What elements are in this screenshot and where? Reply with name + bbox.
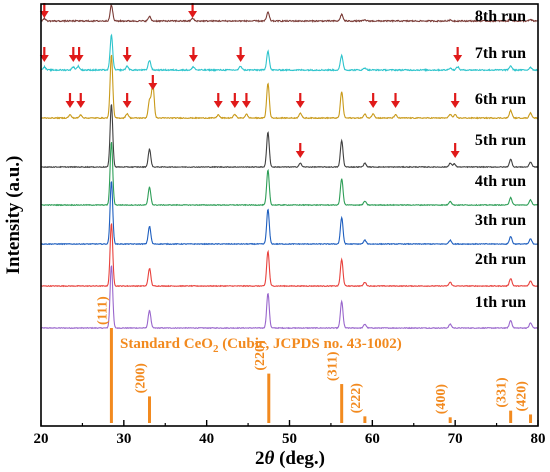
impurity-arrow	[188, 47, 198, 62]
impurity-arrow-head	[39, 55, 49, 62]
series-line-8th-run	[40, 4, 539, 24]
series-line-5th-run	[40, 104, 539, 169]
impurity-arrow-head	[450, 101, 460, 108]
impurity-arrow-head	[453, 55, 463, 62]
axis-layer: 20 30 40 50 60 70 80	[34, 420, 546, 447]
impurity-arrow-head	[122, 55, 132, 62]
impurity-arrow-head	[188, 55, 198, 62]
reference-title: Standard CeO2 (Cubic, JCPDS no. 43-1002)	[120, 336, 402, 355]
reference-title-tail: (Cubic, JCPDS no. 43-1002)	[218, 336, 401, 352]
impurity-arrow	[368, 93, 378, 108]
series-3th-run: 3th run	[40, 181, 539, 246]
series-4th-run: 4th run	[40, 142, 539, 207]
x-axis-title-unit: (deg.)	[274, 448, 325, 469]
series-label-3th-run: 3th run	[475, 212, 526, 229]
impurity-arrow-head	[188, 11, 198, 18]
series-label-2th-run: 2th run	[475, 251, 526, 268]
impurity-arrow	[391, 93, 401, 108]
impurity-arrow-head	[39, 11, 49, 18]
impurity-arrow-head	[295, 101, 305, 108]
reference-hkl-200: (200)	[134, 363, 149, 394]
impurity-arrow-head	[368, 101, 378, 108]
impurity-arrow	[188, 3, 198, 18]
impurity-arrow-head	[241, 101, 251, 108]
reference-hkl-222: (222)	[349, 383, 364, 414]
series-layer: 1th run 2th run 3th run 4th run 5th run 6th r…	[40, 4, 539, 330]
series-label-7th-run: 7th run	[475, 45, 526, 62]
impurity-arrow-head	[65, 101, 75, 108]
x-tick-label-80: 80	[531, 431, 546, 447]
series-label-8th-run: 8th run	[475, 8, 526, 25]
reference-hkl-400: (400)	[434, 384, 449, 415]
series-label-4th-run: 4th run	[475, 173, 526, 190]
x-axis-title-theta: θ	[264, 448, 274, 469]
impurity-arrow-head	[230, 101, 240, 108]
series-7th-run: 7th run	[40, 33, 539, 72]
x-axis-title: 2θ (deg.)	[255, 448, 325, 469]
series-6th-run: 6th run	[40, 54, 539, 120]
series-label-5th-run: 5th run	[475, 132, 526, 149]
reference-layer: (111) (200) (220) (311) (222) (400) (331) (420)	[95, 296, 533, 423]
impurity-arrow	[236, 47, 246, 62]
impurity-arrow-head	[122, 101, 132, 108]
impurity-arrow	[122, 93, 132, 108]
reference-hkl-311: (311)	[326, 351, 341, 381]
series-2th-run: 2th run	[40, 223, 539, 288]
impurity-arrow	[76, 93, 86, 108]
impurity-arrow-head	[295, 151, 305, 158]
reference-hkl-331: (331)	[495, 377, 510, 408]
impurity-arrow-head	[391, 101, 401, 108]
series-line-7th-run	[40, 33, 539, 72]
impurity-arrow-head	[148, 83, 158, 90]
impurity-arrow	[453, 47, 463, 62]
impurity-arrow	[450, 93, 460, 108]
plot-frame	[40, 3, 539, 427]
x-axis-title-prefix: 2	[255, 448, 265, 469]
series-line-4th-run	[40, 142, 539, 207]
impurity-arrow-head	[68, 55, 78, 62]
impurity-arrow-head	[450, 151, 460, 158]
impurity-arrow	[213, 93, 223, 108]
impurity-arrow	[148, 75, 158, 90]
series-line-1th-run	[40, 265, 539, 330]
series-line-6th-run	[40, 54, 539, 120]
impurity-arrow	[230, 93, 240, 108]
series-line-3th-run	[40, 181, 539, 246]
reference-hkl-220: (220)	[253, 340, 268, 371]
series-1th-run: 1th run	[40, 265, 539, 330]
impurity-arrow-head	[74, 55, 84, 62]
x-tick-label-60: 60	[365, 431, 380, 447]
reference-title-main: Standard CeO	[120, 336, 213, 352]
reference-hkl-111: (111)	[95, 296, 110, 325]
impurity-arrow	[295, 93, 305, 108]
arrow-layer	[39, 3, 463, 158]
impurity-arrow	[295, 143, 305, 158]
series-5th-run: 5th run	[40, 104, 539, 169]
x-tick-label-70: 70	[448, 431, 463, 447]
impurity-arrow	[450, 143, 460, 158]
impurity-arrow	[65, 93, 75, 108]
series-8th-run: 8th run	[40, 4, 539, 25]
x-tick-label-40: 40	[199, 431, 214, 447]
impurity-arrow	[122, 47, 132, 62]
impurity-arrow	[39, 47, 49, 62]
impurity-arrow-head	[76, 101, 86, 108]
impurity-arrow	[241, 93, 251, 108]
impurity-arrow	[74, 47, 84, 62]
series-label-1th-run: 1th run	[475, 294, 526, 311]
series-line-2th-run	[40, 223, 539, 288]
impurity-arrow	[68, 47, 78, 62]
reference-hkl-420: (420)	[515, 381, 530, 412]
reference-title-subscript: 2	[213, 343, 219, 355]
x-tick-label-30: 30	[116, 431, 131, 447]
x-tick-label-50: 50	[282, 431, 297, 447]
series-label-6th-run: 6th run	[475, 91, 526, 108]
x-tick-label-20: 20	[34, 431, 49, 447]
impurity-arrow-head	[213, 101, 223, 108]
impurity-arrow-head	[236, 55, 246, 62]
y-axis-title: Intensity (a.u.)	[3, 156, 24, 275]
